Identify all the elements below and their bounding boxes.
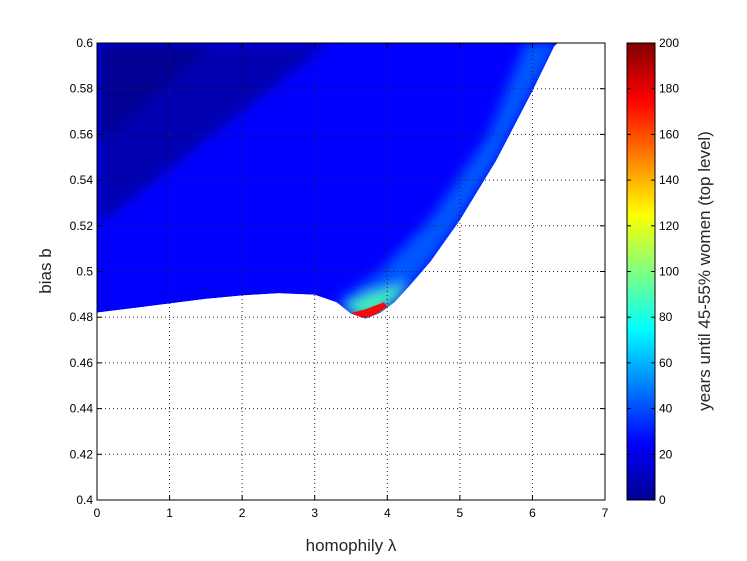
y-tick-label: 0.42 bbox=[70, 447, 94, 461]
x-axis-label: homophily λ bbox=[306, 536, 397, 555]
colorbar-tick-label: 160 bbox=[659, 127, 679, 141]
x-tick-label: 7 bbox=[602, 506, 609, 520]
colorbar-tick-label: 120 bbox=[659, 219, 679, 233]
y-tick-label: 0.58 bbox=[70, 82, 94, 96]
y-axis-ticks: 0.4 0.42 0.44 0.46 0.48 0.5 0.52 0.54 0.56 0.58 0.… bbox=[70, 36, 605, 507]
heatmap-region bbox=[97, 43, 558, 319]
colorbar-tick-label: 60 bbox=[659, 356, 673, 370]
colorbar-tick-label: 20 bbox=[659, 447, 673, 461]
y-tick-label: 0.54 bbox=[70, 173, 94, 187]
x-axis-ticks: 0 1 2 3 4 5 6 7 bbox=[94, 43, 609, 520]
y-tick-label: 0.52 bbox=[70, 219, 94, 233]
grid bbox=[97, 43, 605, 500]
y-tick-label: 0.44 bbox=[70, 402, 94, 416]
colorbar bbox=[626, 42, 656, 501]
y-tick-label: 0.5 bbox=[76, 265, 93, 279]
colorbar-tick-label: 100 bbox=[659, 265, 679, 279]
x-tick-label: 6 bbox=[529, 506, 536, 520]
x-tick-label: 0 bbox=[94, 506, 101, 520]
colorbar-ticks: 0 20 40 60 80 100 120 140 160 180 200 bbox=[627, 36, 679, 507]
y-tick-label: 0.6 bbox=[76, 36, 93, 50]
colorbar-tick-label: 140 bbox=[659, 173, 679, 187]
colorbar-tick-label: 180 bbox=[659, 82, 679, 96]
x-tick-label: 4 bbox=[384, 506, 391, 520]
colorbar-tick-label: 40 bbox=[659, 402, 673, 416]
colorbar-tick-label: 0 bbox=[659, 493, 666, 507]
y-tick-label: 0.46 bbox=[70, 356, 94, 370]
y-axis-label: bias b bbox=[36, 248, 55, 293]
y-tick-label: 0.4 bbox=[76, 493, 93, 507]
colorbar-tick-label: 80 bbox=[659, 310, 673, 324]
colorbar-label: years until 45-55% women (top level) bbox=[695, 131, 714, 411]
x-tick-label: 3 bbox=[311, 506, 318, 520]
x-tick-label: 2 bbox=[239, 506, 246, 520]
y-tick-label: 0.48 bbox=[70, 310, 94, 324]
y-tick-label: 0.56 bbox=[70, 127, 94, 141]
x-tick-label: 1 bbox=[166, 506, 173, 520]
colorbar-tick-label: 200 bbox=[659, 36, 679, 50]
x-tick-label: 5 bbox=[457, 506, 464, 520]
